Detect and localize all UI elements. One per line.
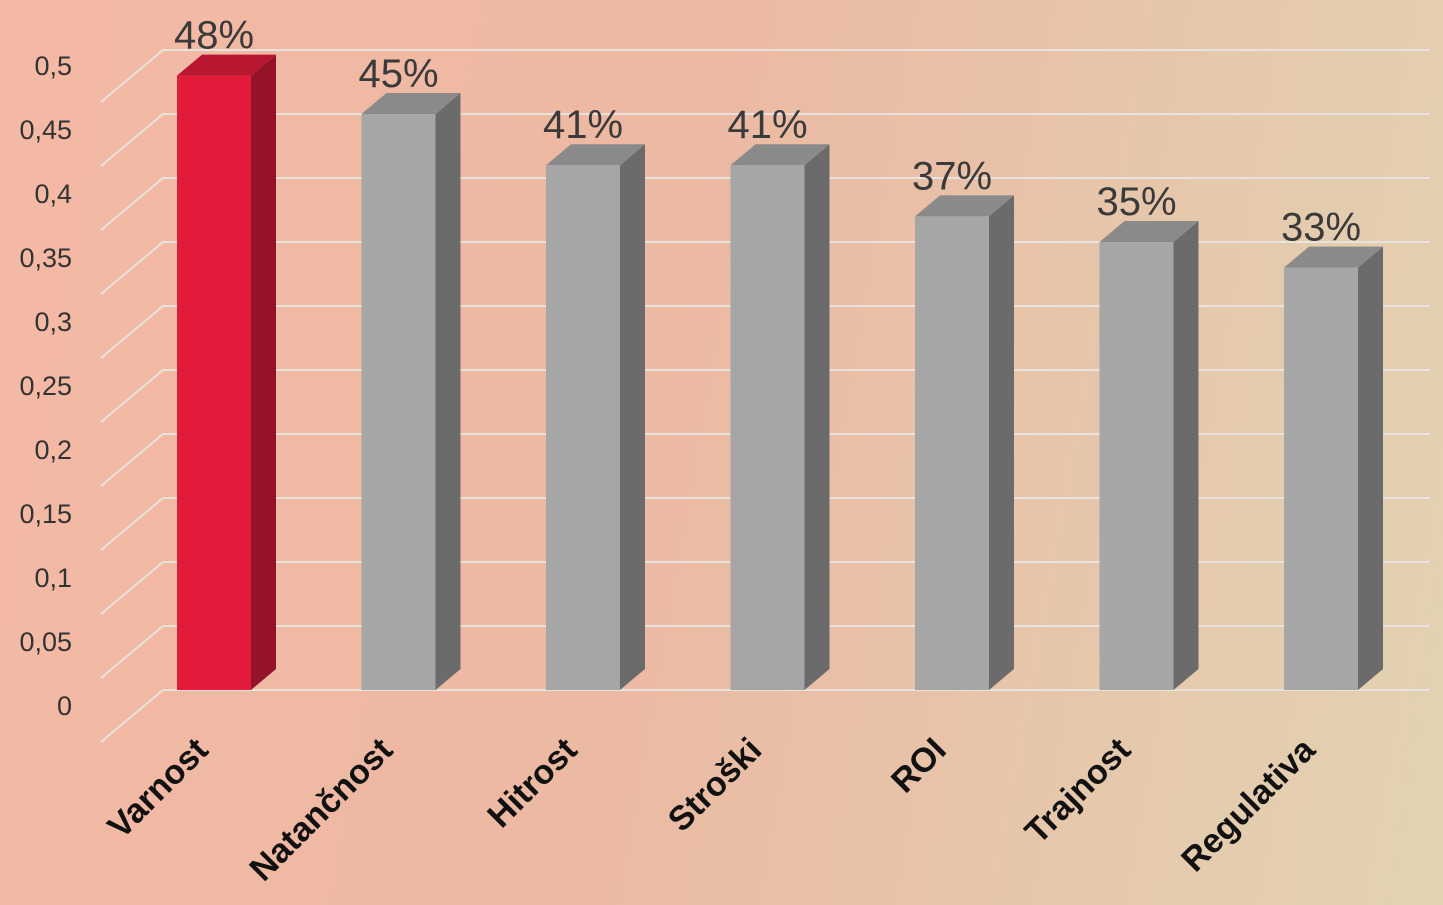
y-tick-label: 0,5: [34, 51, 72, 81]
data-label: 35%: [1096, 180, 1176, 224]
bar: [730, 144, 830, 690]
bar: [915, 195, 1014, 690]
bar-front: [915, 216, 989, 690]
y-tick-label: 0,25: [19, 371, 72, 401]
y-tick-label: 0,05: [19, 627, 72, 657]
bar-top: [730, 144, 830, 166]
bar-front: [730, 165, 805, 690]
x-category-label: Trajnost: [1018, 731, 1138, 851]
x-axis-categories: Varnost Natančnost Hitrost Stroški ROI Trajno…: [101, 730, 1324, 889]
data-label: 45%: [358, 52, 438, 96]
bar-side: [251, 54, 276, 691]
bar: [546, 144, 645, 690]
bar: [177, 54, 276, 691]
data-label: 33%: [1281, 206, 1361, 250]
y-tick-label: 0,4: [34, 179, 72, 209]
data-labels: 48% 45% 41% 41% 37% 35% 33%: [174, 14, 1361, 250]
y-tick-label: 0,35: [19, 243, 72, 273]
bar-side: [804, 144, 830, 690]
data-label: 37%: [912, 154, 992, 198]
bar-top: [1284, 246, 1383, 268]
x-category-label: Stroški: [661, 731, 769, 839]
x-category-label: Natančnost: [242, 731, 400, 889]
bar-front: [361, 114, 436, 690]
bar-front: [1284, 267, 1358, 690]
bars: [177, 54, 1383, 691]
bar: [1099, 221, 1199, 690]
bar: [361, 93, 461, 690]
gridline: [100, 689, 1430, 743]
y-tick-label: 0: [57, 691, 72, 721]
bar-side: [1173, 221, 1199, 690]
bar-side: [435, 93, 461, 690]
x-category-label: Varnost: [101, 731, 216, 846]
y-tick-label: 0,3: [34, 307, 72, 337]
bar-top: [546, 144, 645, 166]
bar-front: [177, 75, 251, 691]
y-tick-label: 0,2: [34, 435, 72, 465]
data-label: 48%: [174, 14, 254, 58]
bar-front: [1099, 242, 1174, 690]
bar: [1284, 246, 1383, 690]
bar-top: [915, 195, 1014, 217]
bar-side: [1358, 246, 1383, 690]
gridline: [100, 49, 1430, 103]
bar-side: [989, 195, 1014, 690]
y-tick-label: 0,45: [19, 115, 72, 145]
data-label: 41%: [727, 103, 807, 147]
bar-front: [546, 165, 620, 690]
y-axis-ticks: 0 0,05 0,1 0,15 0,2 0,25 0,3 0,35 0,4 0,45 0,5: [19, 51, 72, 721]
data-label: 41%: [543, 103, 623, 147]
x-category-label: Regulativa: [1174, 730, 1323, 879]
bar-top: [361, 93, 461, 114]
x-category-label: Hitrost: [480, 731, 584, 835]
x-category-label: ROI: [884, 731, 954, 801]
y-tick-label: 0,1: [34, 563, 72, 593]
bar-side: [620, 144, 645, 690]
bar-top: [1099, 221, 1199, 242]
bar-top: [177, 54, 276, 76]
y-tick-label: 0,15: [19, 499, 72, 529]
